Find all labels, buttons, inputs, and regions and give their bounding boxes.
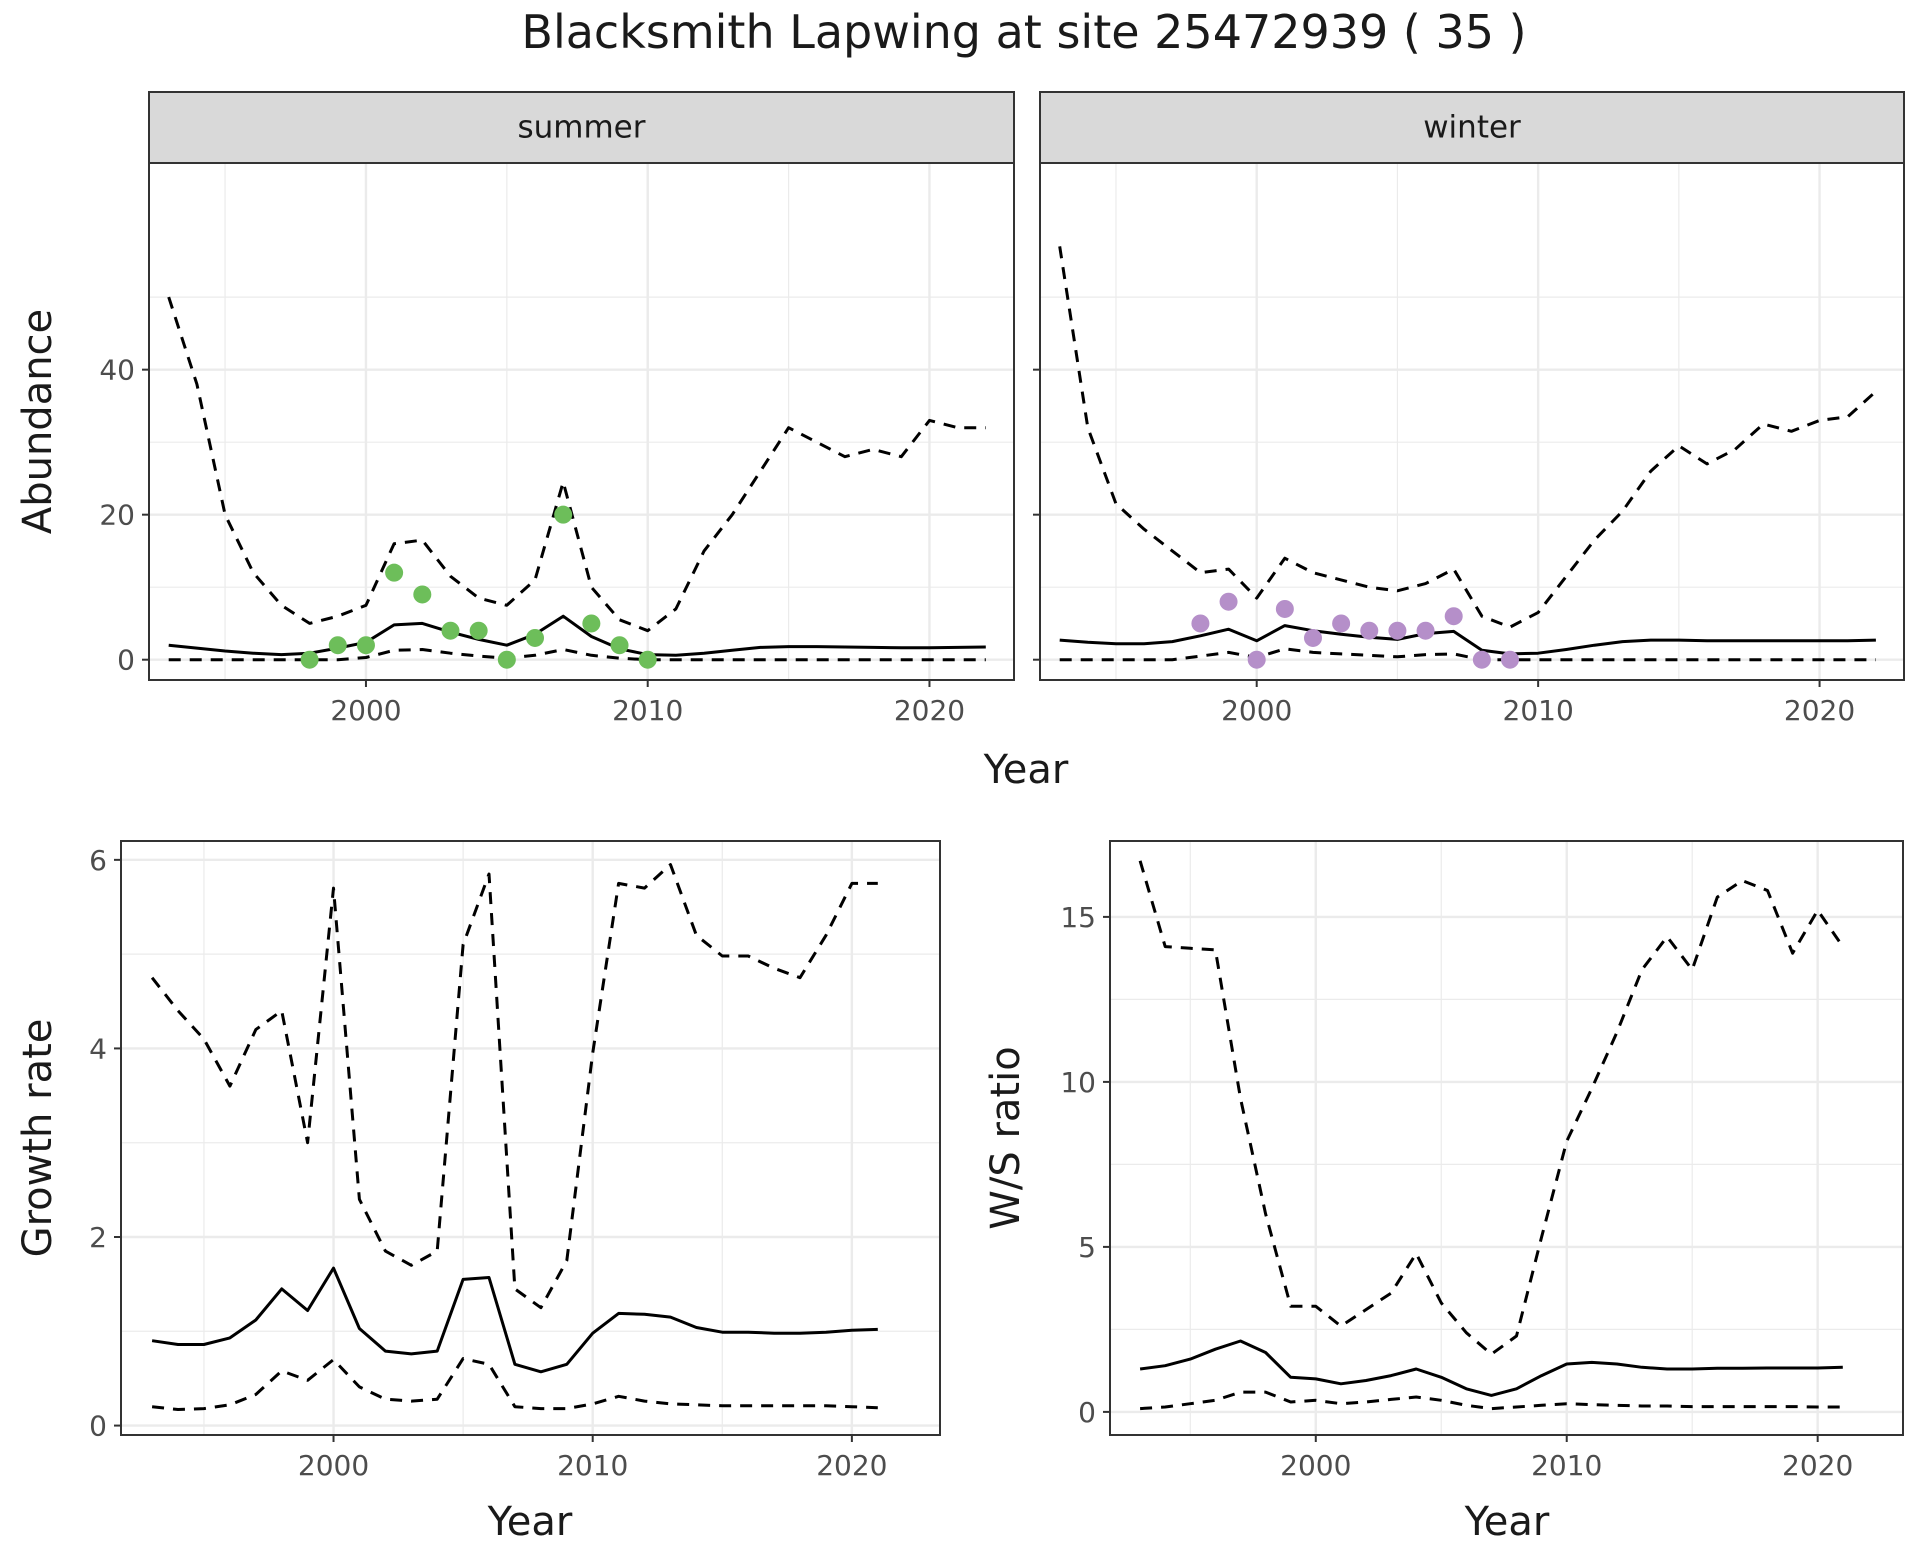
observed-point <box>1219 592 1238 611</box>
x-tick-label: 2020 <box>1784 694 1855 727</box>
x-tick-label: 2000 <box>1221 694 1292 727</box>
x-tick-label: 2000 <box>1280 1449 1351 1482</box>
panel-ratio: 2000 2010 2020 0 5 10 15 W/S ratio Year <box>983 840 1904 1545</box>
series-line-upper-bound <box>150 863 878 1310</box>
facet-strip-label: winter <box>1423 110 1521 146</box>
observed-point <box>328 636 347 655</box>
y-axis-title: Growth rate <box>15 1019 61 1258</box>
panel-winter: winter 2000 2010 2020 <box>1033 91 1905 727</box>
facet-strip <box>1039 91 1905 164</box>
y-tick-label: 2 <box>89 1221 107 1254</box>
panel-growth: 2000 2010 2020 0 2 4 6 Growth rate Year <box>15 840 941 1545</box>
panel-background <box>1040 163 1904 680</box>
observed-point <box>1472 650 1491 669</box>
observed-point <box>638 650 657 669</box>
x-tick-label: 2020 <box>1782 1449 1853 1482</box>
series-line-lower-bound <box>151 1357 878 1411</box>
x-tick-label: 2010 <box>557 1449 628 1482</box>
x-axis-title: Year <box>1464 1499 1550 1545</box>
series-line-estimate <box>1059 624 1876 656</box>
y-tick-label: 5 <box>1078 1231 1096 1264</box>
y-axis-title: W/S ratio <box>983 1046 1029 1229</box>
observed-point <box>554 505 573 524</box>
y-tick-label: 0 <box>117 644 135 677</box>
y-tick-label: 6 <box>89 844 107 877</box>
x-tick-label: 2000 <box>330 694 401 727</box>
y-tick-label: 4 <box>89 1032 107 1065</box>
series-line-estimate <box>151 1266 878 1374</box>
panel-background <box>149 163 1014 680</box>
observed-point <box>356 636 375 655</box>
x-tick-label: 2010 <box>1531 1449 1602 1482</box>
panel-border <box>120 840 941 1436</box>
series-line-estimate <box>1139 1339 1843 1397</box>
observed-point <box>1247 650 1266 669</box>
x-axis-title: Year <box>487 1499 573 1545</box>
observed-point <box>469 621 488 640</box>
observed-point <box>582 614 601 633</box>
observed-point <box>441 621 460 640</box>
series-line-upper-bound <box>1058 246 1877 629</box>
observed-point <box>1388 621 1407 640</box>
observed-point <box>1416 621 1435 640</box>
panel-background <box>1110 841 1903 1435</box>
observed-point <box>497 650 516 669</box>
x-tick-label: 2020 <box>894 694 965 727</box>
y-tick-label: 15 <box>1060 901 1096 934</box>
observed-point <box>385 563 404 582</box>
observed-point <box>1332 614 1351 633</box>
x-tick-label: 2020 <box>816 1449 887 1482</box>
x-tick-label: 2000 <box>298 1449 369 1482</box>
observed-point <box>610 636 629 655</box>
observed-point <box>1303 628 1322 647</box>
series-line-lower-bound <box>1140 1390 1843 1411</box>
x-tick-label: 2010 <box>612 694 683 727</box>
y-axis-title: Abundance <box>15 309 61 534</box>
y-tick-label: 0 <box>1078 1396 1096 1429</box>
x-tick-label: 2010 <box>1503 694 1574 727</box>
y-tick-label: 20 <box>99 499 135 532</box>
y-tick-label: 10 <box>1060 1066 1096 1099</box>
chart-title: Blacksmith Lapwing at site 25472939 ( 35… <box>521 5 1526 59</box>
series-line-lower-bound <box>1059 647 1876 662</box>
facet-strip-label: summer <box>517 110 645 146</box>
observed-point <box>1444 607 1463 626</box>
panel-border <box>1109 840 1904 1436</box>
y-tick-label: 40 <box>99 354 135 387</box>
facet-strip <box>148 91 1015 164</box>
observed-point <box>300 650 319 669</box>
observed-point <box>1191 614 1210 633</box>
observed-point <box>413 585 432 604</box>
observed-point <box>1275 599 1294 618</box>
observed-point <box>1500 650 1519 669</box>
series-line-upper-bound <box>167 296 986 633</box>
panel-summer: summer 2000 2010 2020 0 20 40 Abundance <box>15 91 1015 727</box>
x-axis-title-top-row: Year <box>983 747 1069 793</box>
observed-point <box>526 628 545 647</box>
observed-point <box>1360 621 1379 640</box>
y-tick-label: 0 <box>89 1410 107 1443</box>
panel-background <box>121 841 940 1435</box>
